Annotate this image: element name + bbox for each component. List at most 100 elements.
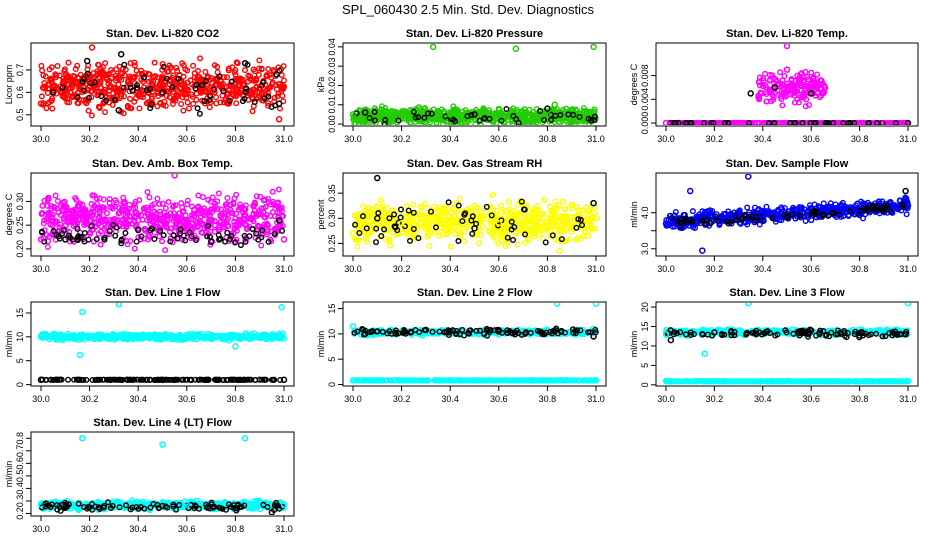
x-tick-label: 30.6 — [178, 134, 196, 144]
data-point — [211, 62, 218, 69]
data-point — [180, 107, 187, 114]
data-point — [275, 90, 282, 97]
data-point — [371, 117, 378, 124]
series-point — [807, 90, 815, 97]
data-point — [100, 376, 107, 383]
data-point — [98, 93, 105, 100]
plot-frame — [30, 42, 295, 127]
data-point — [80, 87, 87, 94]
data-point — [118, 240, 125, 247]
data-point — [73, 214, 80, 221]
data-point — [224, 194, 231, 201]
data-point — [710, 120, 717, 125]
data-point — [255, 236, 262, 243]
data-point — [244, 376, 251, 383]
data-point — [362, 112, 369, 119]
data-point — [462, 210, 469, 217]
data-point — [52, 376, 59, 383]
data-point — [353, 110, 360, 117]
data-point — [184, 201, 191, 208]
data-point — [267, 212, 274, 219]
data-point — [663, 217, 670, 224]
data-point — [152, 73, 159, 80]
data-point — [714, 217, 721, 224]
data-point — [797, 212, 804, 219]
data-point — [204, 73, 211, 80]
data-point — [772, 89, 779, 96]
series-point — [115, 303, 123, 308]
data-point — [232, 239, 239, 246]
data-point — [234, 82, 241, 89]
data-point — [562, 212, 569, 219]
data-point — [576, 113, 583, 120]
data-point — [836, 211, 843, 218]
data-point — [421, 223, 428, 230]
data-point — [874, 120, 881, 125]
data-point — [271, 94, 278, 101]
data-point — [526, 114, 533, 121]
data-point — [116, 209, 123, 216]
data-point — [169, 100, 176, 107]
data-point — [825, 212, 832, 219]
data-point — [241, 67, 248, 74]
data-point — [77, 234, 84, 241]
data-point — [253, 193, 260, 200]
data-point — [162, 220, 169, 227]
data-point — [121, 332, 128, 339]
data-point — [201, 98, 208, 105]
data-point — [415, 222, 422, 229]
data-point — [278, 204, 285, 211]
chart-title: Stan. Dev. Amb. Box Temp. — [92, 158, 233, 170]
x-tick-label: 31.0 — [587, 264, 605, 274]
data-point — [366, 115, 373, 122]
data-point — [447, 243, 454, 250]
data-point — [580, 105, 587, 112]
series-point — [232, 221, 239, 229]
x-tick-label: 30.2 — [393, 394, 411, 404]
data-point — [143, 204, 150, 211]
data-point — [714, 120, 721, 125]
x-tick-label: 30.6 — [802, 134, 820, 144]
series-point — [544, 215, 551, 222]
data-point — [273, 82, 280, 89]
data-point — [167, 238, 174, 245]
data-point — [865, 120, 872, 125]
data-point — [771, 120, 778, 125]
data-point — [265, 199, 272, 206]
data-point — [426, 242, 433, 249]
y-tick-label: 0.008 — [640, 64, 650, 87]
data-point — [123, 376, 130, 383]
y-axis-label: ml/min — [316, 331, 326, 358]
data-point — [270, 67, 277, 74]
data-point — [455, 202, 462, 209]
x-tick-label: 30.6 — [490, 134, 508, 144]
data-point — [402, 213, 409, 220]
data-point — [363, 225, 370, 232]
data-point — [146, 194, 153, 201]
series-point — [207, 333, 215, 341]
series-point — [544, 105, 551, 112]
data-point — [112, 232, 119, 239]
series-point — [49, 89, 57, 96]
data-point — [190, 62, 197, 69]
data-point — [275, 199, 282, 206]
data-point — [193, 223, 200, 230]
data-point — [745, 214, 752, 221]
data-point — [81, 230, 88, 237]
data-point — [471, 202, 478, 209]
data-point — [676, 223, 683, 230]
data-point — [832, 120, 839, 125]
y-tick-label: 10 — [15, 332, 25, 342]
data-point — [763, 203, 770, 210]
y-tick-label: 0.000 — [640, 112, 650, 135]
data-point — [735, 208, 742, 215]
data-point — [485, 227, 492, 234]
page-title: SPL_060430 2.5 Min. Std. Dev. Diagnostic… — [342, 2, 594, 17]
data-point — [133, 238, 140, 245]
data-point — [699, 208, 706, 215]
x-tick-label: 30.0 — [32, 134, 50, 144]
data-point — [707, 220, 714, 227]
plot-frame — [655, 172, 919, 257]
